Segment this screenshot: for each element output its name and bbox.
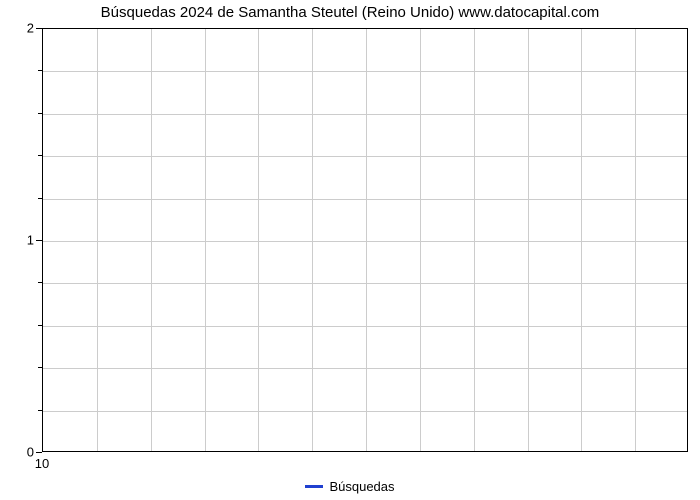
y-axis-label: 0 (18, 445, 34, 460)
legend-item-busquedas: Búsquedas (305, 479, 394, 494)
legend-swatch (305, 485, 323, 488)
legend: Búsquedas (0, 475, 700, 494)
y-axis-label: 2 (18, 21, 34, 36)
legend-label: Búsquedas (329, 479, 394, 494)
chart-title: Búsquedas 2024 de Samantha Steutel (Rein… (0, 4, 700, 21)
search-chart: Búsquedas 2024 de Samantha Steutel (Rein… (0, 0, 700, 500)
x-axis-label: 10 (35, 456, 49, 471)
y-axis-label: 1 (18, 233, 34, 248)
plot-area (42, 28, 688, 452)
